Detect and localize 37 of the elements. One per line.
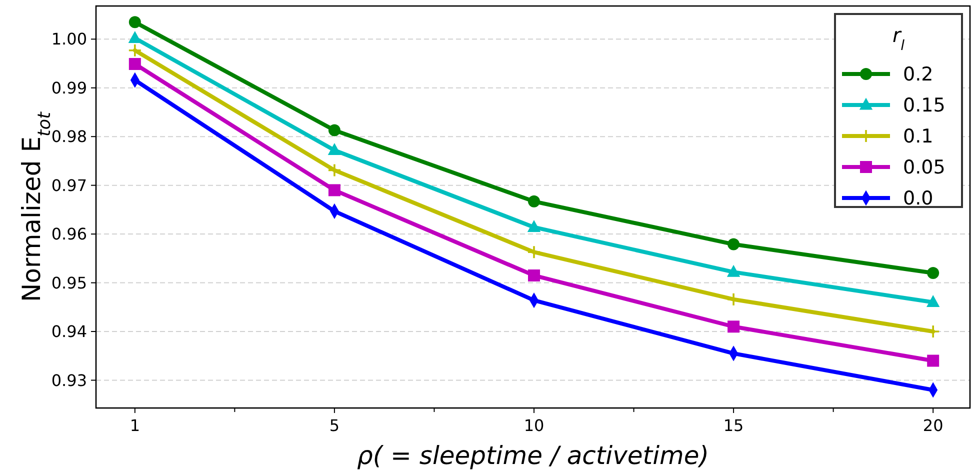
legend-label: 0.2 [903,64,934,86]
point [927,354,940,367]
y-tick-label: 0.96 [51,224,87,244]
x-tick-label: 5 [329,416,340,435]
legend-label: 0.1 [903,126,934,148]
point [128,58,141,70]
x-tick-label: 10 [524,416,544,435]
y-tick-label: 0.93 [51,370,87,390]
point [527,245,541,259]
point [328,184,340,196]
point [328,143,342,156]
y-tick-label: 0.99 [51,78,87,98]
point [728,320,740,333]
y-tick-label: 1.00 [51,30,87,49]
point [528,269,540,282]
legend-label: 0.15 [903,94,946,117]
x-tick-label: 20 [922,416,944,435]
point [528,195,540,208]
y-tick-label: 0.97 [51,176,87,195]
point [726,264,740,277]
point [527,220,541,232]
point [926,295,940,308]
x-tick-label: 15 [723,416,744,435]
point [128,16,141,28]
point [728,238,740,250]
y-tick-label: 0.98 [51,127,87,146]
y-tick-label: 0.95 [51,273,87,292]
x-tick-label: 1 [130,416,140,435]
x-axis-title: ρ( = sleeptime / activetime) [356,441,710,470]
legend-label: 0.0 [903,188,934,210]
legend-label: 0.05 [903,156,946,179]
point [927,267,940,280]
point [128,43,142,58]
point [328,163,342,178]
legend-title: r$_{l}$ [892,23,905,54]
point [328,124,340,136]
y-tick-label: 0.94 [51,322,87,342]
